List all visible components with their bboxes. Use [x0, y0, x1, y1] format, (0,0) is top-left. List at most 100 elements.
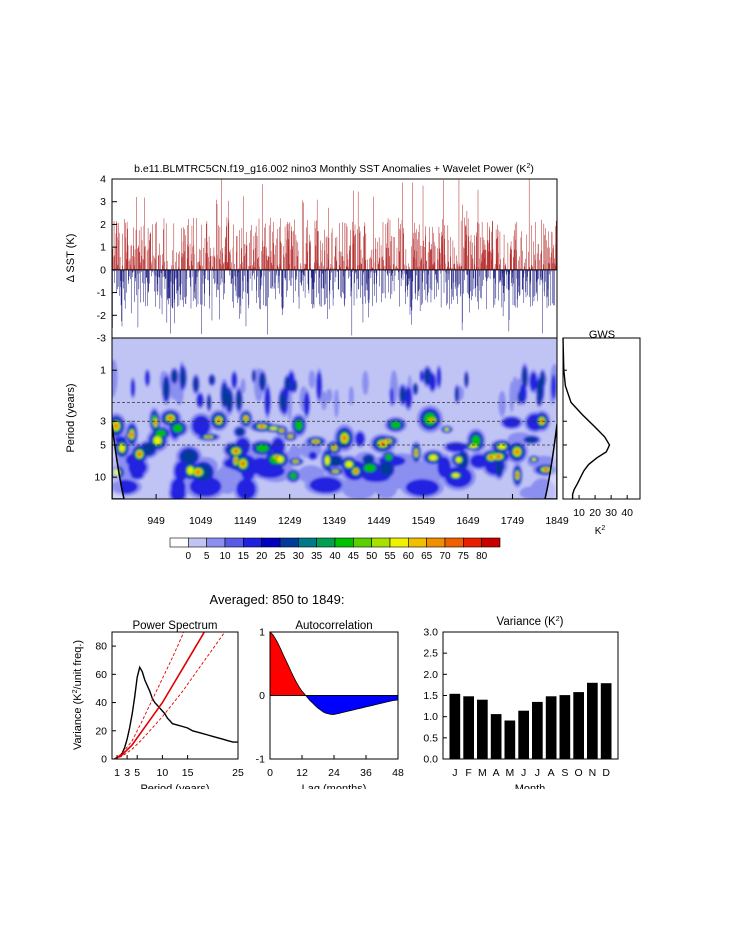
monthly-variance-bar	[532, 701, 543, 759]
wavelet-power-blob	[522, 368, 527, 386]
colorbar-swatch	[224, 537, 244, 548]
sst-y-tick-label: 1	[100, 242, 106, 254]
monthly-variance-bars	[449, 682, 612, 759]
wavelet-power-blob	[308, 451, 317, 460]
wavelet-power-blob	[429, 455, 438, 461]
wavelet-power-blob	[189, 476, 222, 497]
sst-y-tick-label: -2	[97, 310, 106, 322]
power-spectrum-lines	[114, 632, 238, 759]
wavelet-power-blob	[355, 432, 365, 446]
wavelet-power-blob	[333, 470, 338, 473]
colorbar-swatch	[444, 537, 464, 548]
wavelet-power-blob	[234, 450, 238, 453]
power-spectrum-curve	[114, 632, 225, 759]
wavelet-power-blob	[390, 421, 401, 429]
wavelet-power-blob	[316, 372, 322, 400]
wavelet-power-blob	[219, 475, 236, 494]
wavelet-power-blob	[502, 417, 521, 428]
colorbar-label: 75	[458, 551, 470, 562]
wavelet-power-panel: 1 3 5 10 949 1049 1149 1249 1349 1449 1549 1649 174…	[65, 337, 569, 527]
wavelet-power-blob	[400, 387, 406, 402]
monthly-variance-x-tick-label: F	[465, 767, 471, 779]
wavelet-power-blob	[445, 442, 467, 452]
monthly-variance-bar	[559, 695, 571, 759]
monthly-variance-y-tick-label: 3.0	[423, 627, 438, 639]
gws-x-tick-label: 10	[573, 507, 585, 519]
wavelet-power-blob	[529, 372, 538, 391]
wavelet-power-blob	[390, 387, 394, 405]
wavelet-power-blob	[342, 435, 347, 441]
wavelet-power-blob	[329, 456, 342, 466]
gws-x-axis-label: K2	[595, 525, 606, 537]
wavelet-power-blob	[240, 378, 246, 394]
monthly-variance-bar	[490, 714, 502, 759]
power-spectrum-ticks: 1 3 5 10 15 25 0 20 40 60 80	[95, 641, 244, 779]
wavelet-power-blob	[221, 385, 227, 405]
wavelet-power-blob	[163, 378, 169, 399]
wavelet-power-blob	[308, 370, 316, 389]
autocorrelation-x-tick-label: 36	[360, 767, 372, 779]
colorbar-swatch	[243, 537, 262, 548]
gws-x-tick-label: 40	[621, 507, 633, 519]
wavelet-x-tick-label: 1549	[412, 515, 436, 527]
wavelet-power-blob	[174, 461, 188, 482]
monthly-variance-x-tick-label: J	[452, 767, 457, 779]
colorbar-label: 35	[311, 551, 323, 562]
monthly-variance-bar	[449, 693, 461, 759]
wavelet-power-blob	[187, 466, 194, 475]
wavelet-power-blob	[245, 417, 247, 420]
wavelet-power-blob	[264, 387, 271, 415]
power-spectrum-x-tick-label: 15	[182, 767, 194, 779]
autocorrelation-title: Autocorrelation	[295, 620, 372, 632]
wavelet-power-blob	[193, 378, 199, 391]
wavelet-power-blob	[119, 444, 125, 452]
wavelet-power-blob	[169, 417, 172, 420]
wavelet-power-blob	[292, 381, 297, 391]
wavelet-power-blob	[325, 456, 330, 465]
power-spectrum-x-tick-label: 10	[157, 767, 169, 779]
wavelet-power-blob	[277, 456, 284, 463]
wavelet-y-tick-label: 10	[94, 472, 106, 484]
monthly-variance-y-tick-label: 2.0	[423, 669, 438, 681]
colorbar-label: 70	[439, 551, 451, 562]
wavelet-power-blob	[216, 418, 221, 423]
wavelet-power-blob	[512, 376, 518, 403]
wavelet-power-blob	[341, 476, 377, 499]
wavelet-power-blob	[498, 444, 506, 449]
monthly-variance-x-tick-label: J	[521, 767, 526, 779]
wavelet-x-ticks: 949 1049 1149 1249 1349 1449 1549 1649 1749 1849	[147, 494, 569, 527]
gws-x-tick-label: 20	[589, 507, 601, 519]
wavelet-power-blob	[138, 452, 141, 456]
wavelet-x-tick-label: 1749	[501, 515, 525, 527]
wavelet-power-blob	[469, 444, 478, 448]
wavelet-power-blob	[196, 393, 204, 408]
wavelet-power-blob	[514, 449, 520, 455]
wavelet-period-guides	[112, 401, 557, 446]
colorbar-label: 30	[293, 551, 305, 562]
wavelet-power-blob	[171, 370, 178, 383]
wavelet-power-blob	[112, 362, 117, 398]
wavelet-power-blob	[464, 374, 468, 386]
wavelet-power-blob	[362, 370, 369, 395]
wavelet-power-blob	[114, 436, 127, 443]
colorbar-label: 15	[238, 551, 250, 562]
wavelet-power-blob	[538, 381, 543, 390]
wavelet-power-blob	[437, 456, 451, 478]
wavelet-power-blob	[207, 436, 210, 438]
colorbar-label: 40	[329, 551, 341, 562]
wavelet-power-blob	[241, 462, 245, 466]
autocorrelation-x-tick-label: 48	[392, 767, 404, 779]
wavelet-power-blob	[129, 435, 131, 437]
wavelet-power-blob	[156, 429, 166, 437]
wavelet-power-blob	[294, 460, 297, 463]
wavelet-power-blob	[142, 443, 155, 455]
wavelet-power-blob	[259, 425, 265, 428]
wavelet-colorbar: 0 5 10 15 20 25 30 35 40 45 50 55 60 65 70 75 80	[169, 537, 501, 562]
wavelet-x-tick-label: 1149	[234, 515, 257, 527]
colorbar-label: 0	[186, 551, 192, 562]
colorbar-swatch	[316, 537, 336, 548]
power-spectrum-y-tick-label: 40	[95, 697, 107, 709]
colorbar-swatch	[353, 537, 372, 548]
